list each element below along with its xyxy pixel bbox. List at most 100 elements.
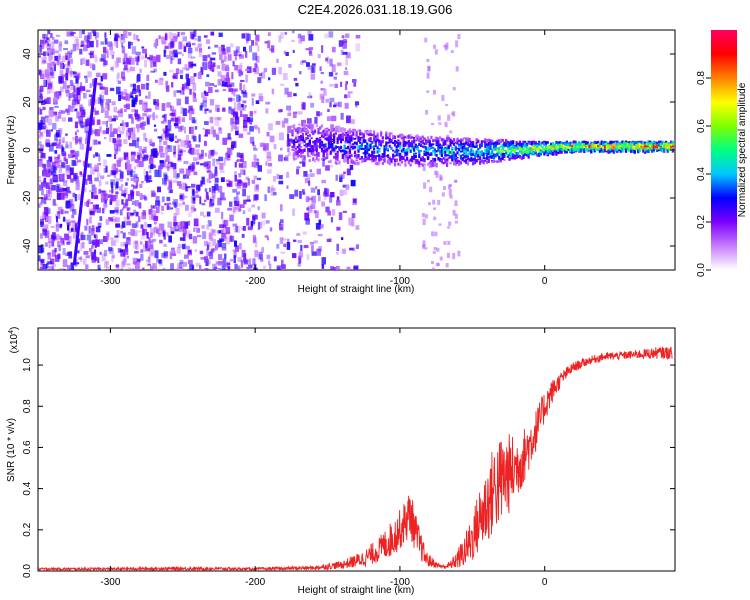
signal-cell [334,153,337,156]
signal-cell [525,146,529,148]
signal-cell [668,141,671,145]
noise-cell [40,109,43,115]
signal-cell [529,141,532,145]
noise-cell [184,254,189,259]
noise-cell [106,127,110,134]
signal-cell [425,139,428,143]
signal-cell [409,133,412,136]
signal-cell [338,147,341,152]
noise-cell [324,33,329,39]
noise-cell [266,237,269,241]
noise-cell [159,152,165,158]
signal-cell [426,139,430,142]
signal-cell [555,147,558,150]
noise-cell [99,216,103,221]
noise-cell [56,211,61,214]
noise-cell [80,40,85,47]
signal-cell [360,143,363,147]
noise-cell [307,30,312,35]
noise-cell [255,100,260,104]
signal-cell [512,147,515,152]
noise-cell [227,84,232,88]
signal-cell [357,138,360,142]
noise-cell [66,265,70,270]
signal-cell [346,156,350,160]
signal-cell [446,149,449,152]
noise-cell [163,113,167,122]
noise-cell [257,77,262,84]
noise-cell [143,158,148,161]
noise-cell [47,187,52,194]
signal-cell [581,143,584,146]
noise-cell [38,69,42,75]
noise-cell [146,241,152,250]
signal-cell [348,135,351,137]
signal-cell [355,134,358,136]
signal-cell [338,134,341,136]
signal-cell [501,156,504,160]
noise-cell [217,108,220,113]
signal-cell [551,142,555,145]
signal-cell [409,136,412,140]
noise-cell [164,134,170,141]
signal-cell [430,147,433,149]
noise-cell [266,132,270,137]
noise-cell [320,224,324,229]
noise-cell [40,244,44,252]
noise-cell [93,168,97,171]
noise-cell [309,241,314,245]
signal-cell [600,148,603,150]
noise-cell [53,39,59,44]
noise-cell [208,109,212,113]
noise-cell [108,99,112,103]
noise-cell [54,247,57,253]
signal-cell [475,150,478,155]
noise-cell [199,196,202,205]
signal-cell [310,145,313,149]
noise-cell [169,189,173,194]
noise-cell [130,154,136,162]
noise-cell [238,69,242,77]
signal-cell [551,143,555,147]
signal-cell [440,138,443,142]
noise-cell [225,66,230,72]
signal-cell [310,149,313,153]
noise-cell [253,124,258,129]
noise-cell [121,46,125,54]
noise-cell [182,36,187,42]
signal-cell [395,148,398,153]
noise-cell [218,156,223,162]
noise-cell [196,227,200,233]
signal-cell [485,139,489,143]
noise-cell [152,266,157,270]
signal-cell [538,148,541,151]
noise-cell [144,155,149,158]
signal-cell [433,148,436,151]
noise-cell [217,260,223,266]
noise-cell [293,78,298,81]
signal-cell [416,134,419,137]
noise-cell [140,153,143,160]
signal-cell [621,148,624,152]
noise-cell [124,65,128,70]
signal-cell [312,147,315,151]
signal-cell [426,147,430,150]
noise-cell [208,201,214,208]
signal-cell [446,146,449,150]
noise-cell [313,240,318,244]
noise-cell [38,141,42,146]
signal-cell [362,152,365,155]
signal-cell [296,139,299,143]
signal-cell [459,150,463,153]
signal-cell [298,136,301,140]
signal-cell [496,147,499,150]
signal-cell [399,163,402,167]
noise-cell [130,127,136,136]
signal-cell [437,142,440,145]
noise-cell [102,130,107,135]
snr-scale-label: (x104) [8,327,20,354]
noise-cell [311,63,316,66]
noise-cell [81,242,85,249]
noise-cell [219,162,224,170]
noise-cell [200,211,205,216]
